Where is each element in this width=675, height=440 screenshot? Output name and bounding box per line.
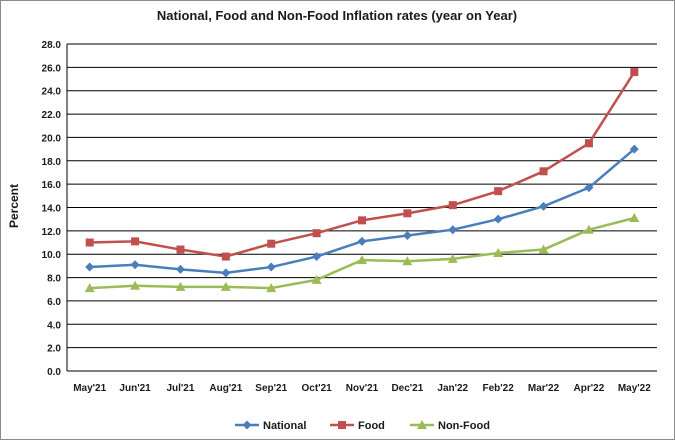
national-point bbox=[312, 252, 322, 262]
non-food-point bbox=[357, 255, 367, 265]
non-food-point bbox=[629, 213, 640, 223]
food-point bbox=[176, 245, 185, 254]
legend-national-label: National bbox=[263, 420, 306, 432]
food-point bbox=[403, 209, 412, 218]
legend-food-marker bbox=[338, 421, 346, 429]
x-tick-label: Mar'22 bbox=[528, 383, 560, 394]
non-food-point bbox=[220, 281, 231, 291]
food-point bbox=[312, 229, 321, 238]
y-tick-label: 10.0 bbox=[42, 250, 62, 261]
national-point bbox=[584, 183, 594, 193]
y-tick-label: 8.0 bbox=[47, 274, 61, 285]
non-food-point bbox=[447, 253, 458, 263]
x-tick-label: May'21 bbox=[73, 383, 106, 394]
food-point bbox=[630, 68, 639, 77]
non-food-point bbox=[402, 256, 413, 266]
y-tick-label: 0.0 bbox=[47, 367, 61, 378]
legend-non-food-label: Non-Food bbox=[438, 420, 490, 432]
x-tick-label: Apr'22 bbox=[574, 383, 605, 394]
non-food-point bbox=[583, 224, 594, 234]
non-food-point bbox=[311, 274, 322, 284]
y-tick-label: 24.0 bbox=[42, 87, 62, 98]
y-tick-label: 12.0 bbox=[42, 227, 62, 238]
food-point bbox=[494, 187, 503, 196]
y-tick-label: 4.0 bbox=[47, 320, 61, 331]
y-tick-label: 26.0 bbox=[42, 63, 62, 74]
y-tick-label: 2.0 bbox=[47, 344, 61, 355]
x-tick-label: Feb'22 bbox=[483, 383, 515, 394]
x-tick-label: Sep'21 bbox=[255, 383, 287, 394]
x-tick-label: Dec'21 bbox=[391, 383, 423, 394]
food-line bbox=[89, 71, 636, 258]
x-tick-labels: May'21 Jun'21 Jul'21 Aug'21 Sep'21 Oct'21 Nov'… bbox=[73, 383, 651, 394]
food-point bbox=[358, 216, 366, 225]
food-point bbox=[221, 252, 230, 261]
non-food-point bbox=[84, 283, 95, 293]
plot-area bbox=[84, 68, 640, 293]
food-point bbox=[85, 238, 94, 247]
x-tick-label: Nov'21 bbox=[346, 383, 379, 394]
non-food-point bbox=[493, 248, 504, 258]
national-point bbox=[357, 236, 367, 246]
y-tick-label: 18.0 bbox=[42, 157, 62, 168]
y-tick-labels: 0.0 2.0 4.0 6.0 8.0 10.0 12.0 14.0 16.0 18.0 20.0 2… bbox=[42, 40, 62, 378]
x-tick-label: Aug'21 bbox=[209, 383, 242, 394]
national-point bbox=[629, 144, 639, 154]
national-point bbox=[448, 225, 458, 235]
food-point bbox=[448, 201, 457, 210]
y-tick-label: 16.0 bbox=[42, 180, 62, 191]
y-axis-label: Percent bbox=[7, 184, 21, 228]
x-tick-label: Jan'22 bbox=[437, 383, 468, 394]
legend-food-label: Food bbox=[358, 420, 385, 432]
y-tick-label: 22.0 bbox=[42, 110, 62, 121]
grid-lines bbox=[66, 43, 657, 372]
x-tick-label: Jul'21 bbox=[166, 383, 194, 394]
legend-non-food-marker bbox=[417, 420, 427, 429]
national-point bbox=[266, 262, 276, 272]
y-tick-label: 6.0 bbox=[47, 297, 61, 308]
legend-national-marker bbox=[242, 420, 252, 430]
x-tick-label: Jun'21 bbox=[119, 383, 151, 394]
y-tick-label: 20.0 bbox=[42, 133, 62, 144]
legend: National Food Non-Food bbox=[235, 420, 490, 432]
x-tick-label: Oct'21 bbox=[302, 383, 333, 394]
non-food-point bbox=[266, 283, 277, 293]
y-tick-label: 14.0 bbox=[42, 204, 62, 215]
national-point bbox=[539, 201, 549, 211]
non-food-point bbox=[130, 280, 141, 290]
food-point bbox=[267, 239, 276, 248]
y-tick-label: 28.0 bbox=[42, 40, 62, 51]
chart-title: National, Food and Non-Food Inflation ra… bbox=[157, 8, 517, 23]
non-food-point bbox=[175, 281, 186, 291]
national-point bbox=[402, 231, 412, 241]
food-point bbox=[539, 167, 548, 176]
food-point bbox=[131, 237, 140, 246]
national-point bbox=[85, 262, 95, 272]
national-point bbox=[130, 260, 140, 270]
national-point bbox=[221, 268, 231, 278]
national-point bbox=[175, 264, 185, 274]
non-food-point bbox=[538, 244, 549, 254]
x-tick-label: May'22 bbox=[618, 383, 651, 394]
national-point bbox=[493, 214, 503, 224]
food-point bbox=[584, 139, 593, 148]
